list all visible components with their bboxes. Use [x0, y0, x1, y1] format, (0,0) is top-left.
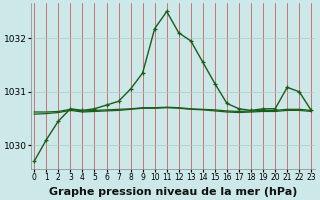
X-axis label: Graphe pression niveau de la mer (hPa): Graphe pression niveau de la mer (hPa) [49, 187, 297, 197]
